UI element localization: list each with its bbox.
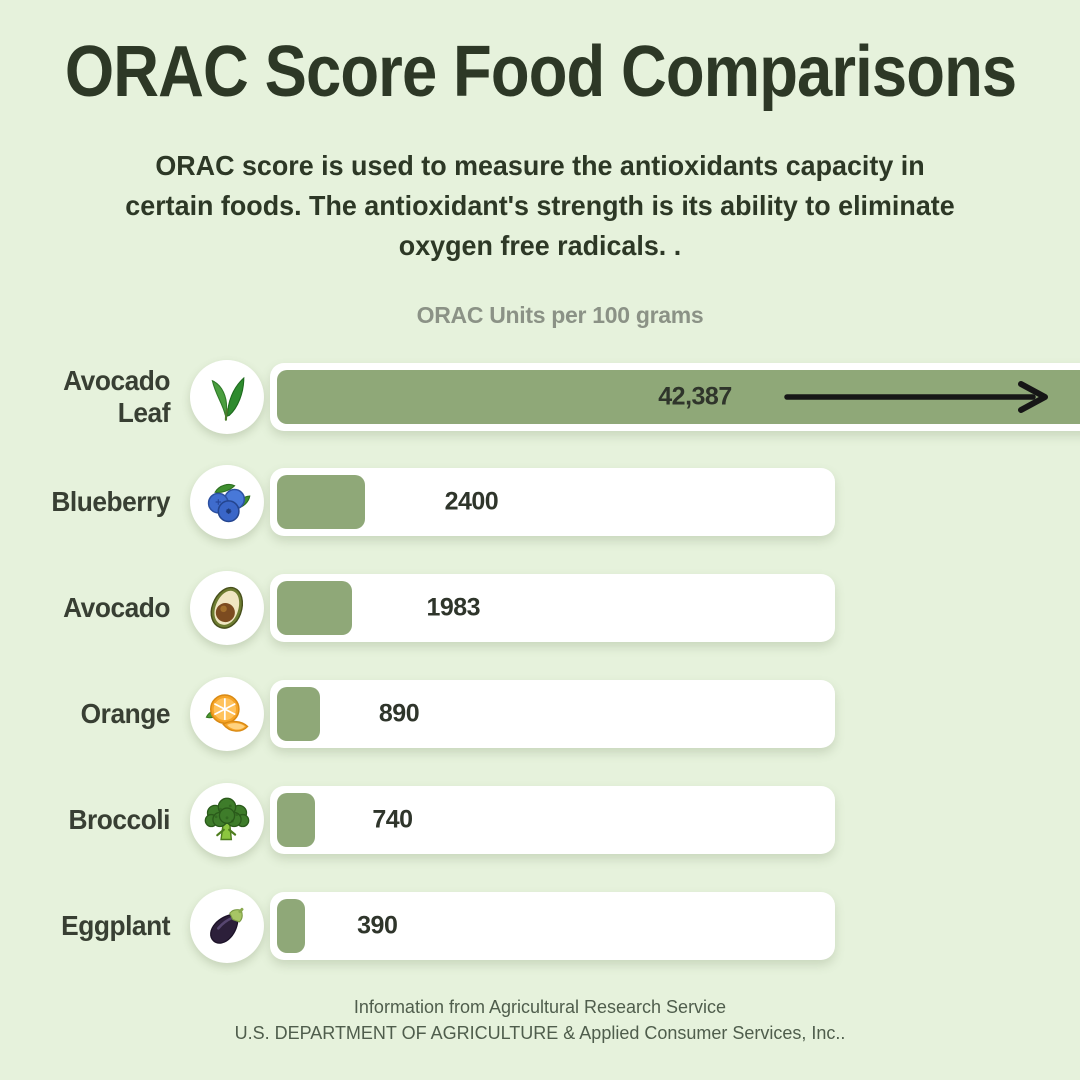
category-label: Broccoli	[68, 804, 170, 835]
category-label: Orange	[80, 698, 171, 729]
source-line-1: Information from Agricultural Research S…	[353, 997, 727, 1017]
bar-track: 390	[270, 892, 835, 960]
bar-track: 42,387	[270, 363, 1080, 431]
chart-row-avocado: Avocado 1983	[0, 571, 835, 645]
source-line-2: U.S. DEPARTMENT OF AGRICULTURE & Applied…	[234, 1023, 846, 1044]
avocado-icon	[190, 571, 264, 645]
page-title: ORAC Score Food Comparisons	[0, 36, 1080, 108]
bar	[277, 581, 353, 635]
bar	[277, 793, 316, 847]
eggplant-icon	[190, 889, 264, 963]
bar	[277, 687, 320, 741]
category-label: Avocado Leaf	[63, 365, 170, 428]
category-label: Avocado	[63, 592, 170, 623]
bar-value: 390	[357, 911, 398, 940]
category-label: Blueberry	[51, 486, 170, 517]
subtitle-line-1: ORAC score is used to measure the antiox…	[155, 150, 925, 181]
subtitle-line-3: oxygen free radicals. .	[398, 229, 682, 261]
bar-value: 2400	[444, 487, 499, 516]
bar-track: 890	[270, 680, 835, 748]
arrow-right-icon	[784, 381, 1048, 413]
chart-row-eggplant: Eggplant 390	[0, 889, 835, 963]
bar-track: 1983	[270, 574, 835, 642]
chart-title: ORAC Units per 100 grams	[416, 302, 704, 328]
broccoli-icon	[190, 783, 264, 857]
blueberry-icon	[190, 465, 264, 539]
source-note: Information from Agricultural Research S…	[0, 994, 1080, 1046]
bar-value: 740	[372, 805, 413, 834]
avocado-leaf-icon	[190, 360, 264, 434]
bar-track: 740	[270, 786, 835, 854]
page-subtitle: ORAC score is used to measure the antiox…	[40, 146, 1040, 265]
chart-row-blueberry: Blueberry 2400	[0, 465, 835, 539]
bar-track: 2400	[270, 468, 835, 536]
orange-icon	[190, 677, 264, 751]
bar-value: 1983	[426, 593, 481, 622]
chart-row-avocado-leaf: Avocado Leaf 42,387	[0, 360, 1080, 434]
chart-row-orange: Orange 890	[0, 677, 835, 751]
bar-chart: Avocado Leaf 42,387 Blueberry	[0, 360, 1080, 983]
bar	[277, 899, 305, 953]
bar	[277, 475, 365, 529]
chart-row-broccoli: Broccoli	[0, 783, 835, 857]
subtitle-line-2: certain foods. The antioxidant's strengt…	[125, 189, 955, 221]
page-title-text: ORAC Score Food Comparisons	[64, 32, 1017, 112]
bar-value: 890	[378, 699, 420, 728]
category-label: Eggplant	[61, 910, 170, 941]
bar-value: 42,387	[658, 382, 732, 411]
